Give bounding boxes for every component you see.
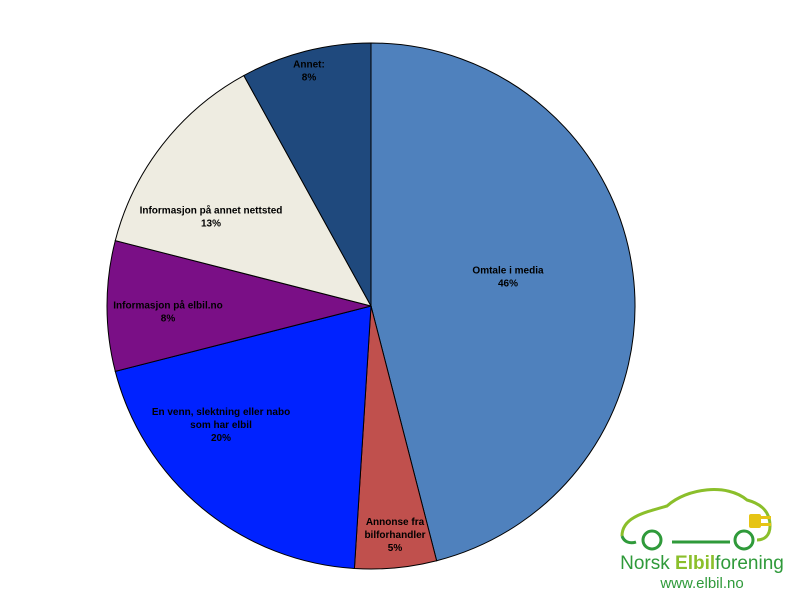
logo: Norsk Elbilforening www.elbil.no xyxy=(612,478,792,596)
slice-name: Informasjon på annet nettsted xyxy=(140,205,283,217)
slice-name: som har elbil xyxy=(190,420,252,431)
slice-label: Omtale i media 46% xyxy=(472,266,544,290)
logo-name-part1: Norsk xyxy=(620,553,676,574)
slice-percent: 8% xyxy=(161,314,176,325)
pie-slice xyxy=(114,74,372,307)
pie-slice xyxy=(243,42,372,307)
slice-label: Informasjon på elbil.no 8% xyxy=(113,300,222,325)
slice-percent: 13% xyxy=(201,219,221,230)
slice-percent: 8% xyxy=(302,73,317,84)
slice-name: bilforhandler xyxy=(364,530,425,541)
slice-percent: 46% xyxy=(498,279,518,290)
pie-slice xyxy=(114,305,372,570)
logo-url: www.elbil.no xyxy=(660,575,744,592)
slice-percent: 5% xyxy=(388,543,403,554)
slice-label: Annet: 8% xyxy=(293,60,325,84)
pie-slice xyxy=(370,42,636,562)
slice-label: Informasjon på annet nettsted 13% xyxy=(140,205,283,230)
slice-name: Omtale i media xyxy=(472,266,544,277)
logo-name-part2: Elbil xyxy=(675,553,716,574)
slice-percent: 20% xyxy=(211,433,231,444)
slice-label: Annonse fra bilforhandler 5% xyxy=(364,517,425,554)
pie-slice xyxy=(106,239,372,373)
plug-icon xyxy=(749,514,771,528)
slice-name: Annonse fra xyxy=(366,517,425,528)
logo-name-part3: forening xyxy=(715,553,784,574)
slice-label: En venn, slektning eller nabo som har elb… xyxy=(152,407,290,444)
car-outline-icon xyxy=(620,488,772,551)
slice-name: En venn, slektning eller nabo xyxy=(152,407,290,418)
slice-name: Informasjon på elbil.no xyxy=(113,300,222,312)
slice-name: Annet: xyxy=(293,60,325,71)
logo-name: Norsk Elbilforening xyxy=(612,554,792,574)
